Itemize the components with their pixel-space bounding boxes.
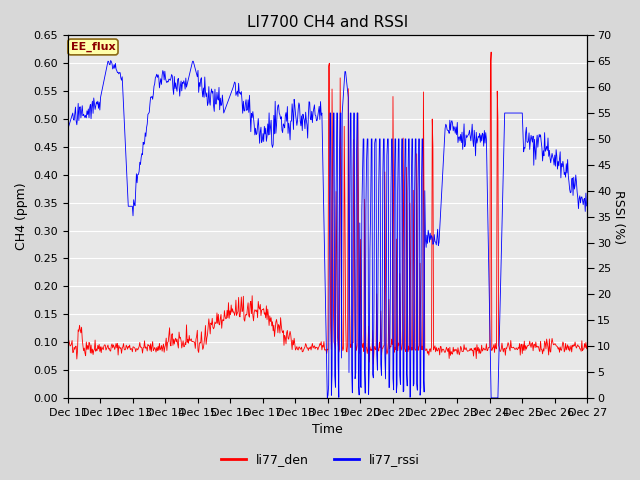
X-axis label: Time: Time xyxy=(312,423,343,436)
Y-axis label: RSSI (%): RSSI (%) xyxy=(612,190,625,244)
Text: EE_flux: EE_flux xyxy=(70,42,115,52)
Y-axis label: CH4 (ppm): CH4 (ppm) xyxy=(15,183,28,251)
Legend: li77_den, li77_rssi: li77_den, li77_rssi xyxy=(216,448,424,471)
Title: LI7700 CH4 and RSSI: LI7700 CH4 and RSSI xyxy=(247,15,408,30)
